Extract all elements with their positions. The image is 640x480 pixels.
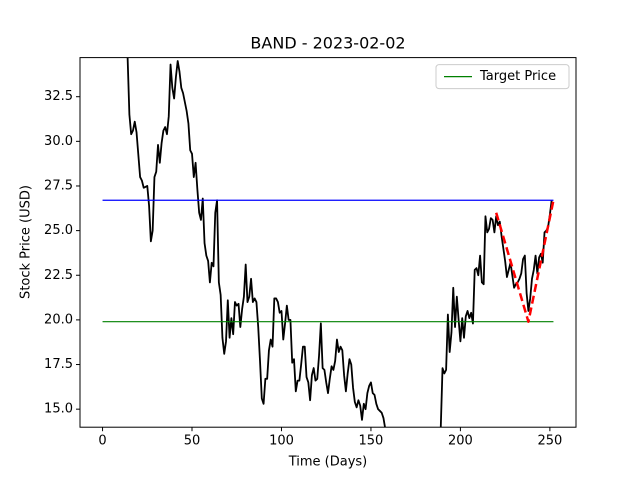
y-tick-label: 15.0 — [44, 402, 73, 417]
y-tick-label: 27.5 — [44, 178, 73, 193]
series-line — [126, 57, 553, 428]
x-tick-label: 200 — [448, 434, 473, 449]
x-tick-label: 100 — [269, 434, 294, 449]
x-axis-label: Time (Days) — [288, 455, 368, 470]
y-tick-label: 22.5 — [44, 268, 73, 283]
chart-title: BAND - 2023-02-02 — [250, 34, 405, 53]
plot-area — [102, 57, 555, 428]
y-tick-label: 20.0 — [44, 312, 73, 327]
y-tick-label: 17.5 — [44, 357, 73, 372]
legend-box — [435, 64, 570, 90]
x-tick-label: 150 — [359, 434, 384, 449]
y-tick-label: 32.5 — [44, 89, 73, 104]
legend-label: Target Price — [479, 69, 556, 84]
axes-frame — [79, 57, 577, 428]
y-tick-label: 25.0 — [44, 223, 73, 238]
x-tick-label: 50 — [184, 434, 201, 449]
series-line — [495, 200, 555, 323]
y-tick-label: 30.0 — [44, 134, 73, 149]
x-tick-label: 250 — [537, 434, 562, 449]
y-axis-label: Stock Price (USD) — [19, 185, 34, 299]
x-tick-label: 0 — [98, 434, 106, 449]
legend: Target Price — [435, 64, 570, 90]
